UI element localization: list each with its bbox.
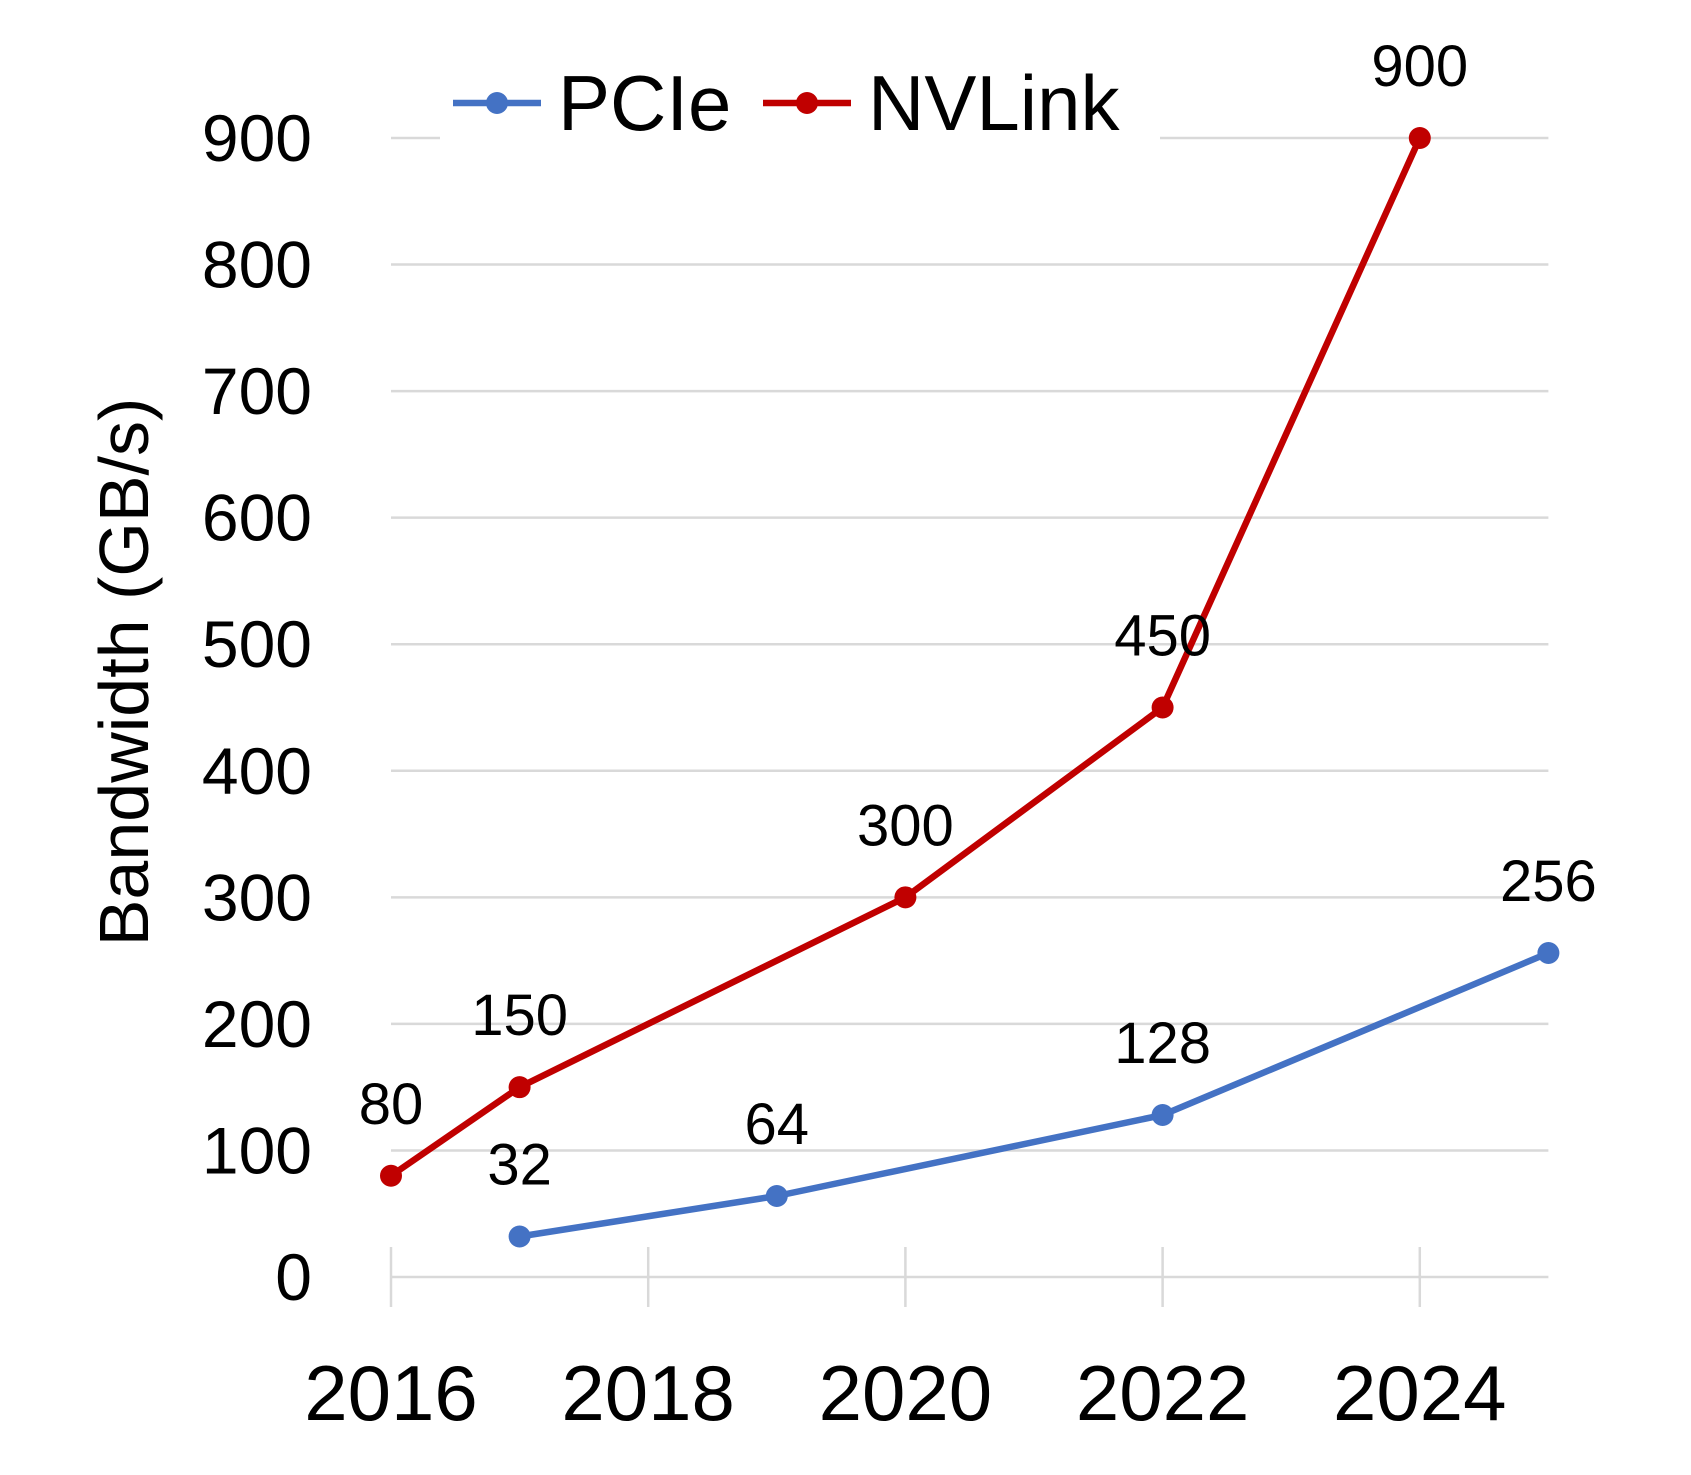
series-nvlink: 80 150 300 450 900 bbox=[359, 34, 1468, 1187]
nvlink-point bbox=[1408, 127, 1431, 149]
pcie-data-label: 32 bbox=[487, 1133, 552, 1198]
nvlink-data-label: 150 bbox=[471, 983, 568, 1048]
y-tick-label: 700 bbox=[202, 354, 312, 428]
legend: PCIe NVLink bbox=[440, 59, 1160, 150]
x-tick-label: 2022 bbox=[1076, 1349, 1250, 1437]
y-tick-label: 900 bbox=[202, 101, 312, 175]
nvlink-point bbox=[1151, 696, 1174, 719]
pcie-point bbox=[508, 1225, 531, 1248]
y-tick-label: 0 bbox=[275, 1240, 312, 1314]
legend-label: PCIe bbox=[558, 59, 731, 147]
gridlines bbox=[389, 136, 1549, 1307]
y-axis-title: Bandwidth (GB/s) bbox=[85, 398, 163, 947]
x-tick-labels: 2016 2018 2020 2022 2024 bbox=[304, 1349, 1506, 1437]
y-tick-label: 200 bbox=[202, 987, 312, 1061]
nvlink-data-label: 300 bbox=[857, 793, 954, 858]
y-tick-label: 300 bbox=[202, 860, 312, 934]
y-tick-labels: 0 100 200 300 400 500 600 700 800 900 bbox=[202, 101, 312, 1314]
y-tick-label: 100 bbox=[202, 1113, 312, 1187]
legend-marker bbox=[796, 92, 818, 114]
pcie-point bbox=[765, 1185, 788, 1208]
x-tick-label: 2024 bbox=[1333, 1349, 1507, 1437]
series-group: 32 64 128 256 80 150 300 450 900 bbox=[359, 34, 1597, 1248]
pcie-data-label: 64 bbox=[745, 1092, 810, 1157]
y-tick-label: 400 bbox=[202, 734, 312, 808]
legend-marker bbox=[486, 92, 508, 114]
nvlink-point bbox=[380, 1164, 402, 1187]
nvlink-point bbox=[508, 1076, 531, 1099]
pcie-data-label: 128 bbox=[1114, 1011, 1211, 1076]
legend-item-pcie: PCIe bbox=[453, 59, 731, 147]
pcie-point bbox=[1537, 942, 1560, 965]
pcie-line bbox=[519, 950, 1550, 1240]
nvlink-data-label: 450 bbox=[1114, 604, 1211, 669]
nvlink-data-label: 80 bbox=[359, 1072, 424, 1137]
nvlink-data-label: 900 bbox=[1371, 34, 1468, 99]
pcie-data-label: 256 bbox=[1500, 849, 1597, 914]
y-tick-label: 500 bbox=[202, 607, 312, 681]
pcie-point bbox=[1151, 1104, 1174, 1127]
x-tick-label: 2020 bbox=[819, 1349, 993, 1437]
x-tick-label: 2016 bbox=[304, 1349, 478, 1437]
series-pcie: 32 64 128 256 bbox=[487, 849, 1597, 1248]
nvlink-point bbox=[894, 886, 917, 909]
legend-item-nvlink: NVLink bbox=[763, 59, 1120, 147]
legend-label: NVLink bbox=[868, 59, 1120, 147]
x-tick-label: 2018 bbox=[561, 1349, 735, 1437]
y-tick-label: 800 bbox=[202, 228, 312, 302]
y-tick-label: 600 bbox=[202, 481, 312, 555]
